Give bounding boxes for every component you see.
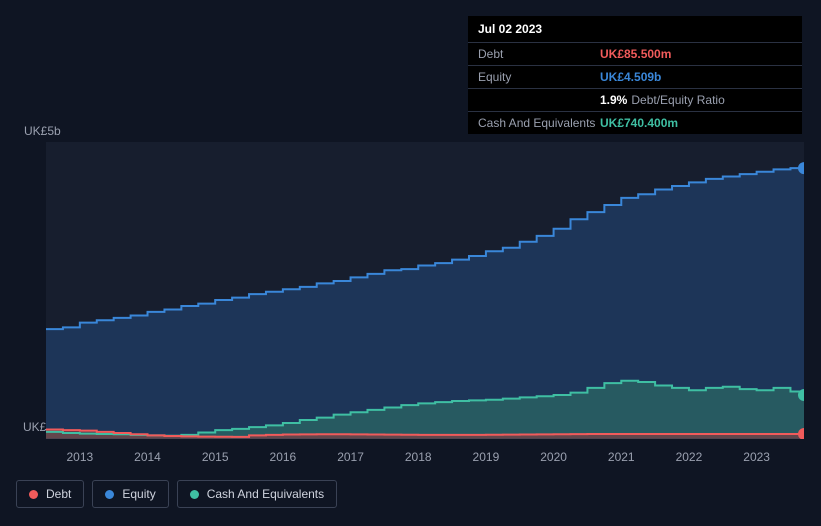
legend-dot-icon xyxy=(190,490,199,499)
legend-label: Equity xyxy=(122,487,155,501)
tooltip-row-value: UK£4.509b xyxy=(600,71,661,83)
x-tick-label: 2015 xyxy=(202,450,229,464)
tooltip-row-value: UK£740.400m xyxy=(600,117,678,129)
tooltip-row: EquityUK£4.509b xyxy=(468,66,802,89)
legend-dot-icon xyxy=(29,490,38,499)
tooltip-date: Jul 02 2023 xyxy=(468,16,802,43)
tooltip-row: 1.9% Debt/Equity Ratio xyxy=(468,89,802,112)
legend-item-debt[interactable]: Debt xyxy=(16,480,84,508)
tooltip-row-label: Cash And Equivalents xyxy=(478,117,600,129)
legend-item-equity[interactable]: Equity xyxy=(92,480,168,508)
x-tick-label: 2017 xyxy=(337,450,364,464)
legend: Debt Equity Cash And Equivalents xyxy=(16,480,337,508)
x-tick-label: 2019 xyxy=(473,450,500,464)
x-tick-label: 2022 xyxy=(676,450,703,464)
y-axis-max-label: UK£5b xyxy=(24,124,61,138)
tooltip-box: Jul 02 2023 DebtUK£85.500mEquityUK£4.509… xyxy=(468,16,802,134)
tooltip-row: Cash And EquivalentsUK£740.400m xyxy=(468,112,802,134)
tooltip-row: DebtUK£85.500m xyxy=(468,43,802,66)
x-tick-label: 2013 xyxy=(66,450,93,464)
legend-label: Cash And Equivalents xyxy=(207,487,324,501)
tooltip-row-label: Equity xyxy=(478,71,600,83)
tooltip-ratio-label: Debt/Equity Ratio xyxy=(631,94,724,106)
tooltip-row-value: UK£85.500m xyxy=(600,48,671,60)
x-tick-label: 2021 xyxy=(608,450,635,464)
area-chart[interactable] xyxy=(46,142,804,439)
tooltip-row-label: Debt xyxy=(478,48,600,60)
x-tick-label: 2014 xyxy=(134,450,161,464)
x-tick-label: 2016 xyxy=(270,450,297,464)
legend-label: Debt xyxy=(46,487,71,501)
x-tick-label: 2023 xyxy=(743,450,770,464)
legend-item-cash-and-equivalents[interactable]: Cash And Equivalents xyxy=(177,480,337,508)
tooltip-ratio-value: 1.9% xyxy=(600,94,627,106)
legend-dot-icon xyxy=(105,490,114,499)
x-tick-label: 2020 xyxy=(540,450,567,464)
x-tick-label: 2018 xyxy=(405,450,432,464)
